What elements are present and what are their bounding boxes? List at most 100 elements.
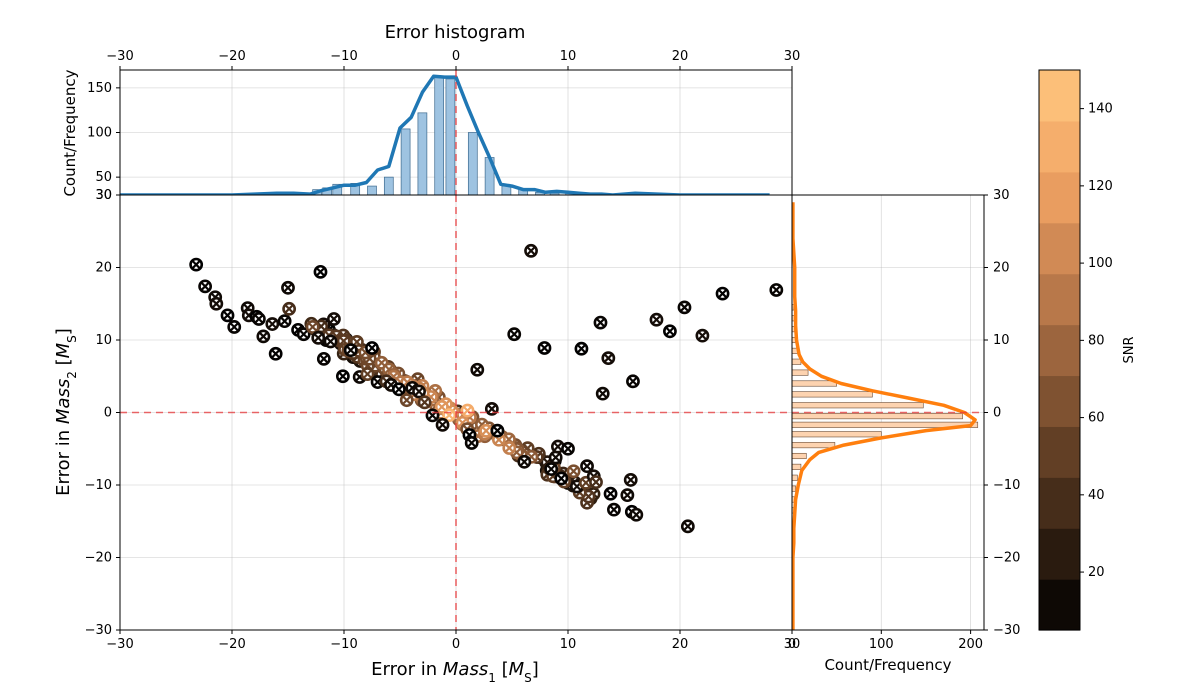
- scatter-outlier-point: [189, 257, 204, 272]
- x-tick-label: −10: [330, 49, 357, 64]
- colorbar-ticks: 20 40 60 80 100 120 140: [1080, 102, 1113, 580]
- histogram-bar: [792, 421, 979, 428]
- scatter-panel: −30 −20 −10 0 10 20 30 −30 −20 −10 0 10 20 30 Error …: [53, 188, 800, 685]
- right-histogram-x-axis-label: Count/Frequency: [824, 656, 951, 674]
- colorbar-band: [1039, 579, 1080, 631]
- colorbar-band: [1039, 375, 1080, 427]
- histogram-bar: [792, 463, 802, 470]
- scatter-outlier-point: [551, 439, 565, 454]
- x-tick-label: 200: [958, 637, 983, 652]
- histogram-bar: [792, 358, 802, 365]
- y-tick-label: 0: [993, 406, 1001, 421]
- colorbar-band: [1039, 171, 1080, 224]
- histogram-bar: [792, 402, 924, 409]
- scatter-outlier-point: [282, 301, 297, 316]
- scatter-outlier-point: [623, 473, 638, 487]
- colorbar-tick-label: 40: [1088, 488, 1105, 503]
- x-tick-label: −10: [330, 637, 357, 652]
- scatter-outlier-point: [311, 330, 326, 345]
- scatter-outlier-point: [209, 296, 224, 311]
- scatter-outlier-point: [256, 329, 271, 344]
- right-histogram-y-ticks: −30 −20 −10 0 10 20 30: [984, 188, 1020, 638]
- y-tick-label: 100: [87, 126, 112, 141]
- snr-colorbar: 20 40 60 80 100 120 140 SNR: [1038, 69, 1137, 631]
- scatter-outlier-point: [251, 312, 266, 326]
- y-tick-label: 30: [95, 188, 112, 203]
- scatter-outlier-point: [517, 454, 532, 469]
- colorbar-band: [1039, 70, 1080, 122]
- top-histogram-y-ticks: 30 50 100 150: [87, 81, 120, 203]
- scatter-outlier-point: [566, 464, 581, 479]
- top-histogram-title: Error histogram: [385, 22, 526, 43]
- scatter-outlier-point: [580, 459, 594, 474]
- scatter-y-ticks: −30 −20 −10 0 10 20 30: [85, 188, 120, 638]
- scatter-point: [434, 400, 449, 414]
- scatter-outlier-point: [554, 471, 569, 486]
- scatter-outlier-point: [524, 243, 538, 258]
- colorbar-band: [1039, 222, 1080, 275]
- x-tick-label: 30: [784, 637, 801, 652]
- x-tick-label: 10: [560, 637, 577, 652]
- x-tick-label: 10: [560, 49, 577, 64]
- y-tick-label: 50: [95, 170, 112, 185]
- scatter-outlier-point: [544, 462, 559, 476]
- scatter-outlier-point: [425, 408, 440, 423]
- scatter-outlier-point: [227, 320, 242, 334]
- colorbar-tick-label: 60: [1088, 411, 1105, 426]
- scatter-y-axis-label: Error in Mass2 [MS]: [53, 328, 79, 496]
- scatter-outlier-point: [365, 341, 379, 355]
- x-tick-label: 0: [452, 49, 460, 64]
- scatter-outlier-point: [265, 317, 280, 331]
- scatter-outlier-point: [629, 507, 644, 522]
- scatter-outlier-point: [391, 382, 406, 397]
- y-tick-label: 150: [87, 81, 112, 96]
- y-tick-label: 30: [993, 188, 1010, 203]
- y-tick-label: 30: [95, 188, 112, 203]
- colorbar-tick-label: 20: [1088, 565, 1105, 580]
- scatter-outlier-point: [268, 346, 283, 361]
- scatter-outlier-point: [335, 369, 350, 384]
- scatter-outlier-point: [507, 327, 522, 342]
- right-histogram-bars: [792, 304, 979, 514]
- x-tick-label: 20: [672, 49, 689, 64]
- scatter-outlier-point: [649, 312, 664, 327]
- scatter-outlier-point: [769, 283, 784, 297]
- x-tick-label: 0: [788, 637, 796, 652]
- scatter-point: [502, 441, 517, 455]
- histogram-bar: [383, 176, 394, 195]
- x-tick-label: −20: [218, 49, 245, 64]
- scatter-outlier-point: [620, 488, 635, 503]
- top-histogram-density-line: [120, 74, 770, 195]
- scatter-outlier-point: [537, 341, 552, 355]
- scatter-outlier-point: [470, 362, 485, 377]
- scatter-outlier-point: [198, 279, 213, 294]
- scatter-outlier-point: [607, 502, 621, 517]
- histogram-bar: [792, 474, 798, 481]
- scatter-outlier-point: [343, 343, 358, 358]
- scatter-outlier-point: [595, 386, 610, 401]
- scatter-outlier-point: [626, 374, 640, 389]
- scatter-outlier-point: [296, 327, 311, 342]
- histogram-bar: [792, 413, 963, 420]
- scatter-outlier-point: [601, 351, 616, 366]
- histogram-bar: [367, 185, 377, 195]
- colorbar-frame: [1038, 69, 1081, 631]
- histogram-bar: [792, 485, 796, 492]
- colorbar-bands: [1039, 70, 1080, 631]
- scatter-outlier-point: [490, 423, 505, 438]
- colorbar-tick-label: 100: [1088, 256, 1113, 271]
- colorbar-band: [1039, 528, 1080, 580]
- colorbar-band: [1039, 120, 1080, 173]
- histogram-bar: [434, 76, 445, 195]
- histogram-bar: [445, 78, 456, 195]
- x-tick-label: 20: [672, 637, 689, 652]
- y-tick-label: −20: [993, 551, 1020, 566]
- scatter-outlier-point: [220, 308, 235, 323]
- scatter-outlier-point: [313, 264, 328, 279]
- scatter-outlier-point: [370, 375, 385, 389]
- scatter-outlier-point: [561, 441, 575, 456]
- colorbar-band: [1039, 324, 1080, 377]
- scatter-outlier-point: [574, 341, 589, 356]
- histogram-bar: [792, 391, 873, 398]
- scatter-outlier-point: [399, 393, 414, 408]
